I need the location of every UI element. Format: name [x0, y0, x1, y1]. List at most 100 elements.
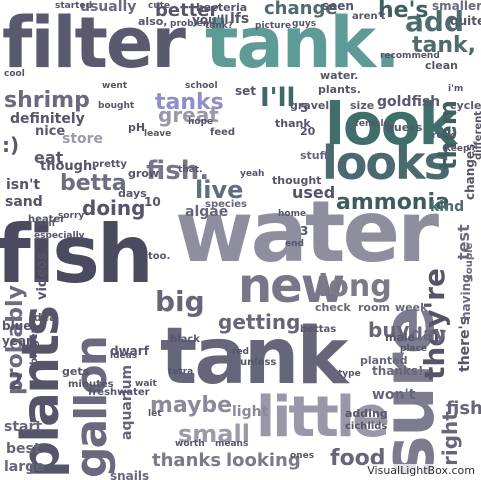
- cloud-word: couple: [464, 242, 475, 280]
- cloud-word: small: [178, 420, 250, 448]
- cloud-word: big: [155, 285, 205, 318]
- cloud-word: school: [185, 81, 218, 91]
- cloud-word: algae: [185, 204, 229, 220]
- cloud-word: bettas: [300, 324, 337, 335]
- cloud-word: gets: [62, 365, 90, 378]
- cloud-word: bigger: [29, 328, 40, 365]
- cloud-word: cute: [148, 1, 171, 11]
- cloud-word: that.: [178, 165, 203, 175]
- cloud-word: keep: [445, 144, 470, 154]
- cloud-word: hope: [188, 117, 214, 127]
- cloud-word: tank?: [205, 21, 233, 31]
- cloud-word: sorry: [58, 211, 85, 221]
- cloud-word: male: [385, 331, 416, 344]
- cloud-word: nice: [35, 124, 66, 139]
- cloud-word: great: [158, 103, 219, 127]
- cloud-word: plants.: [318, 83, 361, 96]
- cloud-word: let: [148, 409, 162, 419]
- cloud-word: sand: [5, 194, 43, 210]
- cloud-word: cichlids: [345, 421, 388, 432]
- cloud-word: half: [36, 219, 56, 229]
- cloud-word: smaller: [432, 0, 481, 13]
- cloud-word: tank,: [412, 33, 477, 58]
- cloud-word: tank.: [205, 2, 401, 84]
- cloud-word: type: [338, 369, 361, 379]
- cloud-word: bacteria: [196, 1, 248, 14]
- cloud-word: grow: [128, 167, 160, 180]
- cloud-word: snails: [110, 469, 150, 480]
- cloud-word: aren't: [352, 11, 386, 22]
- cloud-word: eat: [34, 148, 64, 167]
- cloud-word: went: [102, 81, 128, 91]
- cloud-word: won't: [372, 387, 416, 403]
- cloud-word: store: [62, 131, 104, 147]
- cloud-word: set: [235, 84, 257, 98]
- cloud-word: having: [459, 274, 473, 320]
- cloud-word: place: [400, 344, 428, 354]
- cloud-word: looking: [226, 450, 301, 471]
- cloud-word: best: [6, 441, 41, 457]
- cloud-word: lfs: [230, 11, 250, 27]
- cloud-word: isn't: [6, 177, 41, 193]
- cloud-word: there's: [457, 316, 473, 372]
- cloud-word: better: [155, 0, 219, 21]
- cloud-word: gravel: [290, 99, 330, 112]
- cloud-word: shrimp: [4, 88, 90, 113]
- cloud-word: usually: [80, 0, 137, 15]
- cloud-word: rock: [432, 131, 454, 141]
- cloud-word: adding: [345, 407, 388, 420]
- cloud-word: little: [256, 385, 390, 450]
- cloud-word: idea: [30, 311, 57, 324]
- cloud-word: buy: [368, 318, 410, 342]
- cloud-word: doing: [82, 196, 146, 220]
- cloud-word: started: [55, 1, 93, 11]
- cloud-word: cool: [4, 69, 25, 79]
- cloud-word: long: [318, 269, 392, 304]
- cloud-word: week: [395, 301, 428, 314]
- cloud-word: red: [232, 347, 249, 357]
- cloud-word: water.: [320, 69, 359, 82]
- cloud-word: cycle: [450, 99, 481, 112]
- cloud-word: thought: [272, 174, 322, 187]
- cloud-word: minutes: [68, 379, 114, 390]
- cloud-word: recommend: [380, 51, 440, 61]
- cloud-word: tetra: [168, 367, 194, 377]
- cloud-word: means: [215, 439, 249, 449]
- cloud-word: worth: [175, 439, 205, 449]
- cloud-word: blue: [2, 319, 32, 333]
- cloud-word: tank: [160, 312, 348, 402]
- cloud-word: female: [355, 119, 390, 129]
- cloud-word: 3: [300, 224, 309, 238]
- cloud-word: looks: [322, 136, 451, 190]
- cloud-word: room: [358, 301, 391, 314]
- cloud-word: clean: [425, 59, 459, 72]
- cloud-word: videos: [35, 252, 50, 300]
- cloud-word: goldfish: [377, 94, 441, 110]
- cloud-word: feed: [210, 127, 236, 138]
- cloud-word: 20: [300, 125, 316, 138]
- cloud-word: filter: [2, 2, 186, 84]
- cloud-word: start: [4, 419, 43, 435]
- cloud-word: add: [405, 5, 464, 38]
- cloud-word: 10: [144, 195, 161, 209]
- cloud-word: black: [170, 334, 200, 345]
- cloud-word: especially: [34, 231, 85, 241]
- cloud-word: picture: [255, 21, 292, 31]
- cloud-word: he's: [378, 0, 429, 23]
- cloud-word: change: [264, 0, 338, 19]
- cloud-word: home: [278, 209, 307, 219]
- cloud-word: quite: [450, 14, 481, 28]
- cloud-word: unless: [240, 357, 277, 368]
- cloud-word: live: [195, 176, 244, 204]
- cloud-word: heater: [28, 214, 66, 225]
- cloud-word: water: [175, 183, 439, 282]
- cloud-word: stuff: [300, 149, 329, 162]
- cloud-word: getting: [218, 310, 301, 334]
- cloud-word: maybe: [150, 393, 233, 418]
- watermark-text: VisualLightBox.com: [365, 464, 477, 477]
- cloud-word: kind: [430, 199, 465, 215]
- cloud-word: leave: [144, 129, 172, 139]
- cloud-word: betta: [60, 171, 127, 196]
- cloud-word: aquarium: [119, 364, 135, 440]
